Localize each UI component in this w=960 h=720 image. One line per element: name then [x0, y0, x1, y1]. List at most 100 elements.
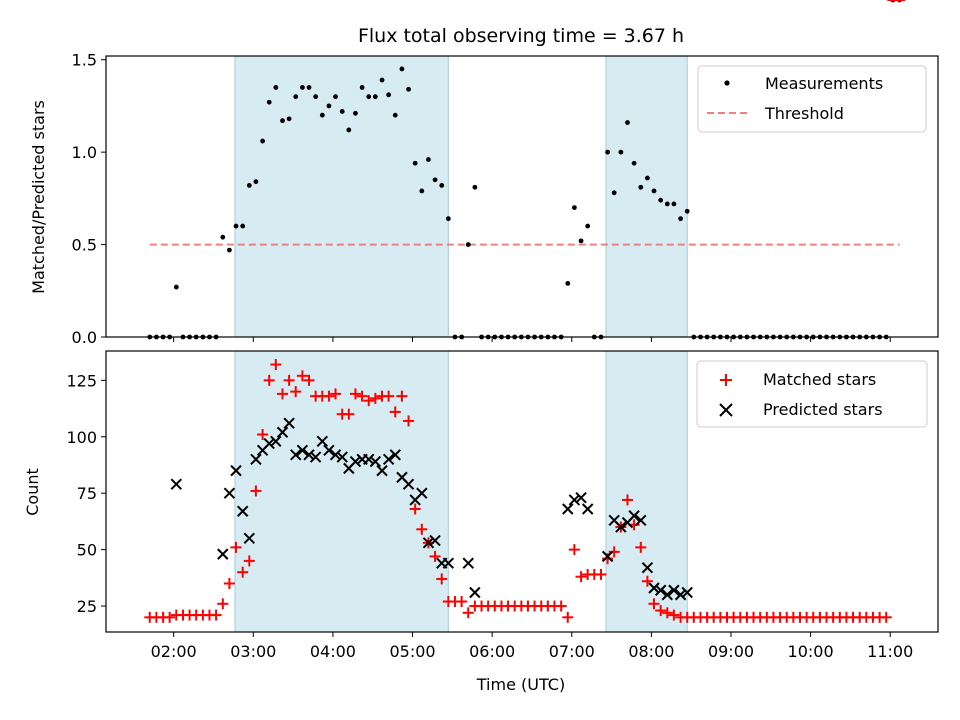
matched-star-point: [250, 485, 262, 497]
top-ytick-label: 1.5: [72, 51, 97, 70]
top-ytick-label: 0.0: [72, 328, 97, 347]
predicted-star-point: [429, 534, 441, 547]
matched-star-point: [210, 609, 222, 621]
predicted-star-point: [309, 451, 322, 463]
matched-star-point: [230, 541, 242, 553]
matched-star-point: [429, 550, 441, 562]
predicted-star-point: [369, 455, 382, 468]
measurement-point: [565, 280, 571, 286]
measurement-point: [399, 66, 405, 72]
predicted-star-point: [648, 582, 660, 594]
predicted-star-point: [290, 449, 302, 461]
measurement-point: [406, 86, 411, 92]
matched-star-point: [290, 386, 302, 398]
matched-star-point: [403, 415, 415, 427]
predicted-star-point: [363, 453, 375, 466]
legend-threshold-label: Threshold: [764, 104, 844, 123]
predicted-star-point: [376, 464, 388, 477]
xtick-label: 05:00: [389, 642, 435, 661]
measurement-point: [651, 188, 657, 194]
matched-star-point: [635, 541, 647, 553]
predicted-star-point: [681, 586, 693, 599]
matched-star-point: [621, 494, 633, 506]
measurement-point: [353, 110, 358, 116]
measurement-point: [280, 118, 285, 124]
bottom-y-axis-label: Count: [23, 468, 42, 516]
predicted-star-point: [469, 586, 481, 599]
predicted-star-point: [601, 550, 614, 563]
matched-star-point: [608, 546, 620, 558]
measurement-point: [445, 216, 451, 222]
matched-star-point: [562, 611, 574, 623]
predicted-star-point: [283, 417, 295, 429]
xtick-label: 09:00: [708, 642, 754, 661]
measurement-point: [313, 94, 319, 100]
matched-star-point: [356, 390, 368, 402]
matched-star-point: [655, 605, 667, 617]
measurement-point: [658, 197, 664, 203]
measurement-point: [366, 94, 372, 100]
measurement-point: [293, 94, 299, 100]
legend-measurements-marker: [724, 80, 730, 86]
bottom-ytick-label: 125: [66, 371, 97, 390]
measurement-point: [253, 179, 259, 185]
matched-star-point: [237, 566, 249, 578]
legend-matched-marker: [720, 374, 732, 386]
measurement-point: [671, 201, 677, 207]
matched-star-point: [296, 370, 308, 382]
measurement-point: [372, 94, 378, 100]
matched-star-point: [595, 568, 607, 580]
measurement-point: [678, 216, 683, 222]
measurement-point: [426, 157, 431, 162]
bottom-plot-frame: [105, 350, 939, 633]
matched-star-point: [164, 611, 176, 623]
predicted-star-point: [296, 444, 309, 457]
predicted-star-point: [223, 487, 236, 499]
predicted-star-point: [230, 464, 242, 477]
top-shaded-interval: [605, 55, 688, 338]
matched-star-point: [456, 596, 468, 608]
measurement-point: [300, 85, 305, 90]
predicted-star-point: [575, 491, 587, 504]
legend-predicted-marker: [719, 403, 733, 417]
matched-star-point: [349, 388, 361, 400]
measurement-point: [240, 223, 246, 229]
matched-star-point: [277, 388, 289, 400]
xtick-label: 10:00: [788, 642, 834, 661]
predicted-star-point: [236, 505, 249, 517]
matched-star-point: [270, 359, 282, 371]
measurement-point: [273, 85, 279, 90]
bottom-ytick-label: 75: [77, 484, 97, 503]
measurement-point: [306, 85, 312, 90]
xtick-label: 11:00: [867, 642, 913, 661]
measurement-point: [571, 205, 577, 210]
measurement-point: [432, 177, 438, 183]
measurement-point: [664, 201, 670, 207]
matched-star-point: [369, 392, 381, 404]
matched-star-point: [880, 611, 892, 623]
predicted-star-point: [349, 455, 362, 468]
predicted-star-point: [422, 537, 435, 549]
predicted-star-point: [615, 521, 627, 533]
predicted-star-point: [674, 589, 687, 601]
matched-star-point: [217, 598, 229, 610]
predicted-star-point: [250, 453, 262, 466]
matched-star-point: [263, 374, 275, 386]
top-legend-box: [697, 65, 927, 133]
matched-star-point: [343, 408, 355, 420]
predicted-star-point: [323, 444, 335, 457]
measurement-point: [472, 184, 478, 190]
legend-matched-label: Matched stars: [763, 370, 876, 389]
measurement-point: [359, 85, 365, 90]
measurement-point: [326, 103, 332, 109]
matched-star-point: [243, 555, 255, 567]
measurement-point: [611, 190, 617, 196]
matched-star-point: [383, 390, 395, 402]
measurement-point: [618, 149, 624, 155]
measurement-point: [644, 175, 650, 181]
measurement-point: [346, 127, 352, 133]
bottom-legend: Matched stars Predicted stars: [696, 360, 928, 428]
predicted-star-point: [562, 503, 574, 515]
top-shaded-interval: [234, 55, 449, 338]
